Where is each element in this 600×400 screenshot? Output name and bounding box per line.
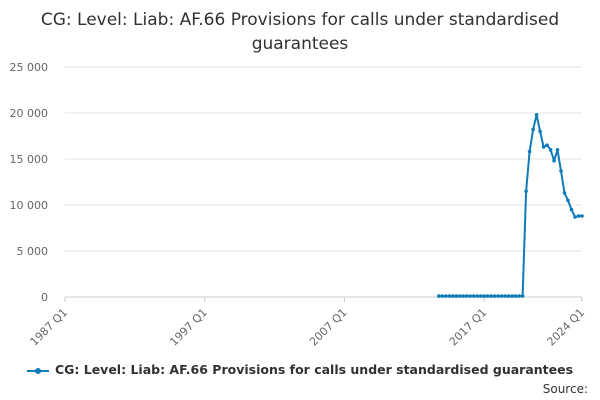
data-point[interactable] xyxy=(520,294,525,298)
x-tick-labels: 1987 Q1 1997 Q1 2007 Q1 2017 Q1 2024 Q1 xyxy=(28,306,588,349)
data-point[interactable] xyxy=(531,127,535,132)
data-point[interactable] xyxy=(527,149,532,154)
chart-title: CG: Level: Liab: AF.66 Provisions for ca… xyxy=(40,10,560,54)
data-point[interactable] xyxy=(534,113,539,117)
x-tick-label: 1997 Q1 xyxy=(167,306,210,349)
data-point[interactable] xyxy=(580,214,584,218)
data-point[interactable] xyxy=(541,145,546,149)
data-point[interactable] xyxy=(475,294,480,298)
data-point[interactable] xyxy=(485,294,490,298)
data-point[interactable] xyxy=(566,198,570,203)
data-point[interactable] xyxy=(482,294,487,298)
data-point[interactable] xyxy=(573,215,577,219)
source-label: Source: xyxy=(542,382,588,396)
data-point[interactable] xyxy=(524,189,528,193)
data-point[interactable] xyxy=(447,294,452,298)
y-tick-labels: 0 5 000 10 000 15 000 20 000 25 000 xyxy=(10,61,49,304)
data-point[interactable] xyxy=(499,294,504,298)
data-point[interactable] xyxy=(506,294,511,298)
data-point[interactable] xyxy=(464,294,469,298)
x-tick-label: 2007 Q1 xyxy=(307,306,350,349)
data-point[interactable] xyxy=(548,148,553,152)
data-point[interactable] xyxy=(552,159,556,163)
legend-label: CG: Level: Liab: AF.66 Provisions for ca… xyxy=(54,362,574,377)
data-point[interactable] xyxy=(489,294,494,298)
data-point[interactable] xyxy=(457,294,462,298)
y-tick-label: 10 000 xyxy=(10,199,49,212)
data-point[interactable] xyxy=(555,148,560,152)
data-point[interactable] xyxy=(517,294,521,298)
data-point[interactable] xyxy=(471,294,476,298)
data-point[interactable] xyxy=(478,294,483,298)
data-point[interactable] xyxy=(503,294,507,298)
y-tick-label: 20 000 xyxy=(10,107,49,120)
data-point[interactable] xyxy=(569,207,574,212)
x-tick-label: 2017 Q1 xyxy=(447,306,490,349)
gridlines xyxy=(65,66,582,252)
data-point[interactable] xyxy=(538,129,542,134)
y-tick-label: 5 000 xyxy=(17,245,49,258)
data-point[interactable] xyxy=(492,294,497,298)
data-point[interactable] xyxy=(468,294,473,298)
x-tick-label: 1987 Q1 xyxy=(28,306,71,349)
data-point[interactable] xyxy=(576,214,581,218)
legend-swatch xyxy=(26,366,49,376)
data-point[interactable] xyxy=(454,294,459,298)
x-tick-label: 2024 Q1 xyxy=(545,306,588,349)
data-point[interactable] xyxy=(559,169,563,173)
data-point[interactable] xyxy=(461,294,466,298)
data-point[interactable] xyxy=(545,143,549,147)
series-layer xyxy=(437,113,584,298)
data-point[interactable] xyxy=(440,294,445,298)
data-point[interactable] xyxy=(510,294,514,298)
data-point[interactable] xyxy=(451,294,455,298)
data-point[interactable] xyxy=(444,294,448,298)
data-point[interactable] xyxy=(513,294,518,298)
data-point[interactable] xyxy=(562,191,567,195)
data-point[interactable] xyxy=(437,294,441,298)
data-point[interactable] xyxy=(496,294,501,298)
y-tick-label: 0 xyxy=(41,291,48,304)
y-tick-label: 25 000 xyxy=(10,61,49,74)
legend[interactable]: CG: Level: Liab: AF.66 Provisions for ca… xyxy=(0,362,600,377)
y-tick-label: 15 000 xyxy=(10,153,49,166)
